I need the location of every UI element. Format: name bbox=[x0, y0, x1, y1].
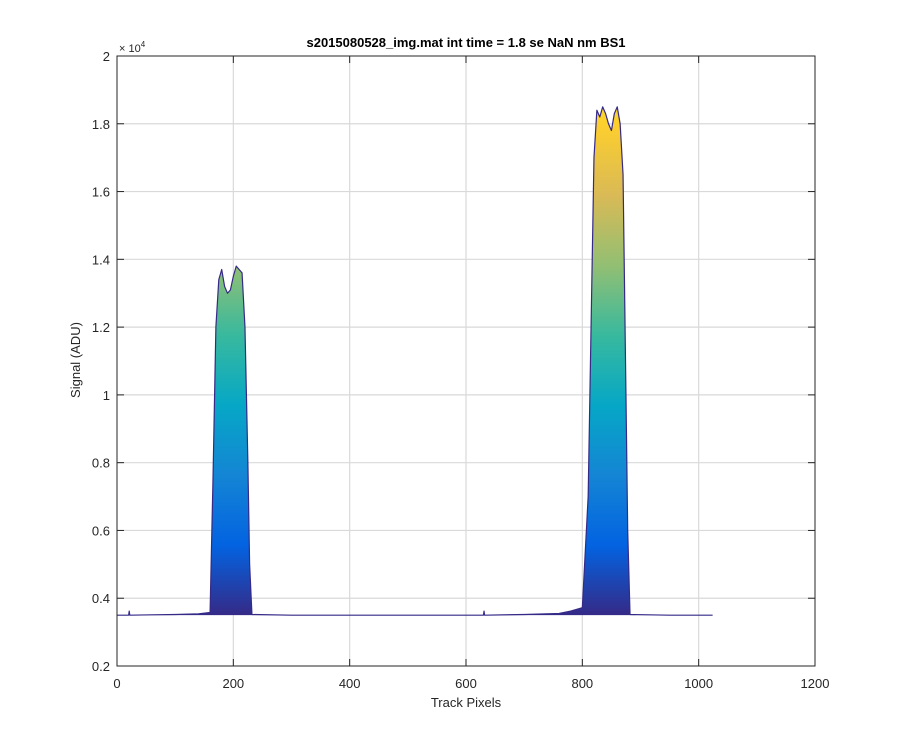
signal-area bbox=[117, 106, 713, 616]
series-layer bbox=[117, 106, 713, 616]
signal-point bbox=[669, 615, 670, 616]
y-tick-label: 0.2 bbox=[92, 659, 110, 674]
y-tick-label: 1.6 bbox=[92, 185, 110, 200]
signal-point bbox=[239, 269, 240, 270]
y-tick-label: 0.8 bbox=[92, 456, 110, 471]
y-tick-label: 0.4 bbox=[92, 591, 110, 606]
x-tick-label: 1000 bbox=[684, 676, 713, 691]
signal-point bbox=[151, 614, 152, 615]
y-axis: 0.2 0.4 0.6 0.8 1 1.2 1.4 1.6 1.8 2 bbox=[92, 49, 815, 674]
signal-point bbox=[129, 615, 130, 616]
signal-point bbox=[599, 116, 600, 117]
signal-point bbox=[484, 615, 485, 616]
signal-point bbox=[590, 327, 591, 328]
y-axis-exponent: × 104 bbox=[119, 40, 146, 55]
signal-point bbox=[230, 289, 231, 290]
x-tick-label: 600 bbox=[455, 676, 477, 691]
signal-point bbox=[247, 462, 248, 463]
x-axis: 0 200 400 600 800 1000 1200 bbox=[113, 56, 829, 691]
x-tick-label: 800 bbox=[571, 676, 593, 691]
signal-point bbox=[221, 269, 222, 270]
signal-point bbox=[236, 266, 237, 267]
signal-point bbox=[483, 611, 484, 612]
signal-point bbox=[712, 615, 713, 616]
signal-point bbox=[558, 613, 559, 614]
signal-point bbox=[227, 293, 228, 294]
x-tick-label: 0 bbox=[113, 676, 120, 691]
signal-point bbox=[233, 276, 234, 277]
signal-point bbox=[524, 614, 525, 615]
y-tick-label: 0.6 bbox=[92, 523, 110, 538]
signal-point bbox=[249, 564, 250, 565]
signal-point bbox=[698, 615, 699, 616]
signal-point bbox=[241, 272, 242, 273]
signal-point bbox=[605, 113, 606, 114]
signal-point bbox=[198, 613, 199, 614]
signal-point bbox=[465, 615, 466, 616]
signal-point bbox=[291, 615, 292, 616]
signal-point bbox=[407, 615, 408, 616]
x-axis-label: Track Pixels bbox=[431, 695, 502, 710]
signal-line bbox=[117, 106, 713, 616]
y-tick-label: 1.2 bbox=[92, 320, 110, 335]
signal-point bbox=[175, 614, 176, 615]
signal-point bbox=[129, 611, 130, 612]
signal-point bbox=[244, 327, 245, 328]
signal-point bbox=[608, 123, 609, 124]
signal-point bbox=[596, 110, 597, 111]
signal-point bbox=[212, 479, 213, 480]
y-axis-exponent-base: × 10 bbox=[119, 43, 141, 55]
y-tick-label: 1.8 bbox=[92, 117, 110, 132]
signal-point bbox=[617, 106, 618, 107]
signal-point bbox=[218, 279, 219, 280]
signal-point bbox=[625, 394, 626, 395]
signal-point bbox=[582, 607, 583, 608]
signal-point bbox=[570, 611, 571, 612]
signal-point bbox=[224, 286, 225, 287]
chart-title: s2015080528_img.mat int time = 1.8 se Na… bbox=[306, 35, 625, 50]
signal-point bbox=[593, 157, 594, 158]
y-tick-label: 1.4 bbox=[92, 252, 110, 267]
signal-point bbox=[622, 174, 623, 175]
signal-point bbox=[349, 615, 350, 616]
signal-point bbox=[251, 614, 252, 615]
x-tick-label: 200 bbox=[222, 676, 244, 691]
signal-point bbox=[215, 327, 216, 328]
y-tick-label: 1 bbox=[103, 388, 110, 403]
signal-point bbox=[588, 496, 589, 497]
signal-point bbox=[128, 615, 129, 616]
x-tick-label: 400 bbox=[339, 676, 361, 691]
signal-point bbox=[629, 614, 630, 615]
y-axis-label: Signal (ADU) bbox=[68, 322, 83, 398]
x-tick-label: 1200 bbox=[801, 676, 830, 691]
signal-point bbox=[620, 123, 621, 124]
y-tick-label: 2 bbox=[103, 49, 110, 64]
signal-point bbox=[611, 130, 612, 131]
signal-point bbox=[209, 612, 210, 613]
y-axis-exponent-power: 4 bbox=[141, 40, 146, 49]
signal-point bbox=[483, 615, 484, 616]
signal-point bbox=[627, 530, 628, 531]
signal-point bbox=[602, 106, 603, 107]
signal-point bbox=[614, 113, 615, 114]
